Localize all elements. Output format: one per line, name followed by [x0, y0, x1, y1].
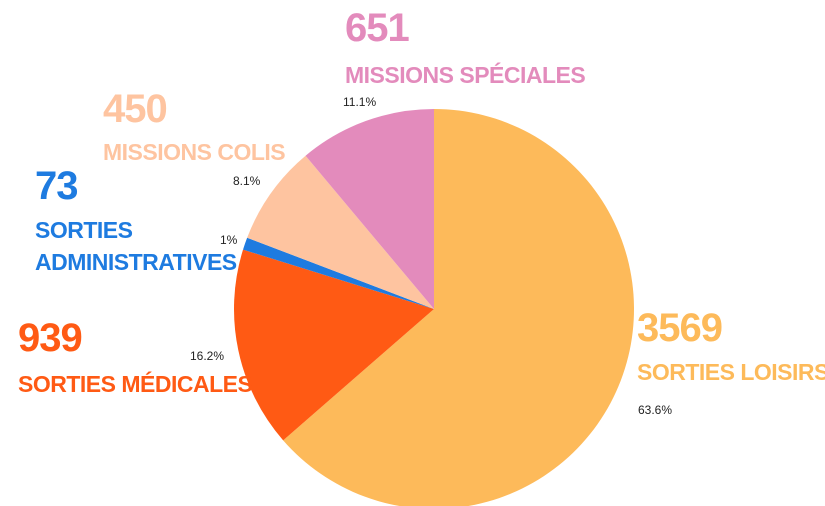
pie-slice — [283, 109, 634, 506]
slice-percent: 63.6% — [638, 403, 673, 417]
pie-slice — [243, 237, 434, 309]
pie-slice — [247, 155, 434, 309]
slice-label: SORTIES ADMINISTRATIVES — [35, 217, 237, 275]
slice-label: MISSIONS SPÉCIALES — [345, 62, 586, 88]
slice-label: MISSIONS COLIS — [103, 139, 286, 165]
slice-count: 939 — [18, 316, 83, 360]
pie-slice — [234, 249, 434, 441]
slice-count: 450 — [103, 87, 168, 131]
slice-count: 3569 — [637, 306, 723, 350]
slice-percent: 16.2% — [190, 349, 225, 363]
pie-slice — [305, 109, 434, 309]
slice-percent: 8.1% — [233, 174, 261, 188]
slice-count: 651 — [345, 6, 410, 50]
slice-label: SORTIES MÉDICALES — [18, 371, 253, 397]
slice-label: SORTIES LOISIRS — [637, 359, 825, 385]
slice-percent: 1% — [220, 233, 238, 247]
slice-percent: 11.1% — [343, 95, 377, 109]
slice-count: 73 — [35, 164, 78, 208]
